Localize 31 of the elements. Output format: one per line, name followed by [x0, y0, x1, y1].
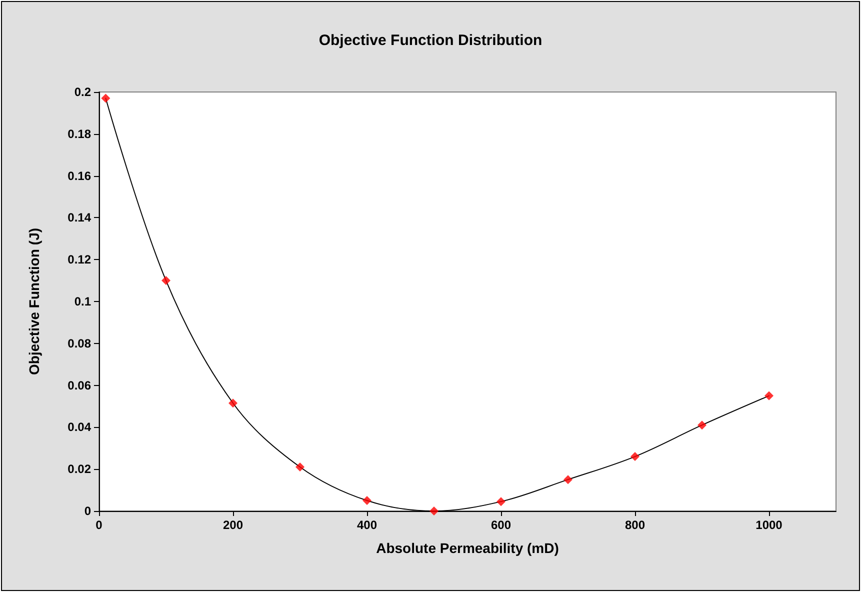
x-tick-label: 800 [624, 518, 646, 532]
point [430, 506, 438, 516]
y-tick-label: 0.12 [68, 252, 92, 267]
y-tick-label: 0.06 [68, 378, 92, 392]
x-tick-label: 200 [222, 518, 244, 532]
x-tick-label: 600 [490, 518, 512, 532]
y-tick-label: 0.16 [68, 168, 92, 183]
y-tick-label: 0.14 [68, 210, 92, 225]
x-tick-label: 1000 [756, 518, 783, 532]
point [162, 276, 170, 286]
y-tick-label: 0.2 [74, 85, 92, 99]
y-tick-label: 0 [84, 504, 92, 518]
y-tick-label: 0.08 [68, 336, 92, 350]
x-axis-title: Absolute Permeability (mD) [376, 540, 559, 556]
y-axis-title: Objective Function (J) [26, 228, 42, 376]
y-tick-label: 0.18 [68, 126, 92, 141]
point [698, 420, 706, 430]
chart-title: Objective Function Distribution [318, 32, 542, 49]
x-tick-label: 0 [96, 518, 103, 532]
point [564, 475, 572, 484]
x-tick-label: 400 [356, 518, 378, 532]
point [228, 398, 238, 408]
point [630, 452, 640, 462]
y-tick-label: 0.1 [74, 294, 92, 308]
point [101, 94, 110, 103]
y-tick-label: 0.02 [68, 462, 92, 476]
point [362, 496, 372, 506]
y-tick-label: 0.04 [68, 420, 92, 434]
point [764, 391, 774, 400]
point [296, 462, 304, 472]
point [496, 497, 506, 506]
